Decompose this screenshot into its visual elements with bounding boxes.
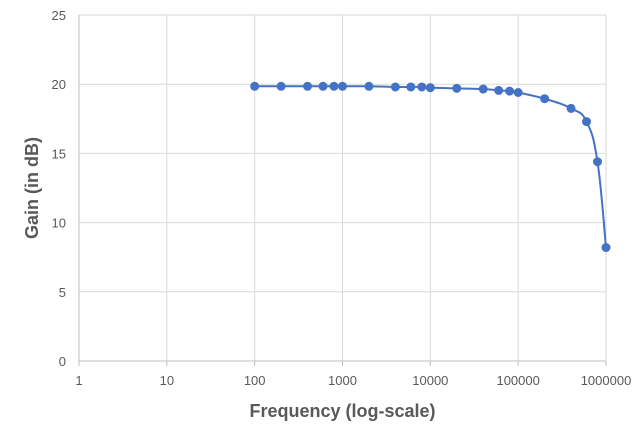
y-tick-label: 5 (59, 285, 66, 300)
x-tick-label: 1000000 (581, 373, 632, 388)
y-tick-label: 20 (52, 77, 66, 92)
y-tick-label: 10 (52, 216, 66, 231)
data-point (425, 83, 435, 93)
y-tick-label: 15 (52, 146, 66, 161)
data-point (364, 81, 374, 91)
data-point (406, 82, 416, 92)
x-tick-label: 100 (244, 373, 266, 388)
data-point (582, 117, 592, 127)
data-point (338, 81, 347, 91)
x-tick-label: 1000 (328, 373, 357, 388)
data-point (592, 157, 602, 167)
y-tick-label: 0 (59, 354, 66, 369)
x-tick-label: 100000 (496, 373, 539, 388)
x-tick-label: 1 (75, 373, 82, 388)
data-point (478, 84, 488, 94)
data-point (329, 81, 339, 91)
data-point (417, 82, 427, 92)
data-point (390, 82, 400, 92)
data-point (566, 103, 576, 113)
x-tick-labels: 1 10 100 1000 10000 100000 1000000 (75, 373, 631, 388)
y-tick-labels: 0 5 10 15 20 25 (52, 8, 66, 369)
x-tick-label: 10 (160, 373, 174, 388)
data-point (505, 86, 515, 96)
data-point (318, 81, 328, 91)
data-point (276, 81, 286, 91)
data-point (452, 83, 462, 93)
data-point (513, 88, 523, 98)
y-axis-title: Gain (in dB) (22, 137, 42, 239)
data-point (303, 81, 313, 91)
data-point (540, 94, 550, 104)
y-tick-label: 25 (52, 8, 66, 23)
axes (78, 15, 607, 366)
data-point (601, 243, 611, 253)
x-axis-title: Frequency (log-scale) (249, 401, 435, 421)
data-series (250, 81, 611, 253)
x-tick-label: 10000 (412, 373, 448, 388)
gridlines (79, 14, 607, 361)
data-point (494, 85, 504, 95)
data-point (250, 81, 260, 91)
